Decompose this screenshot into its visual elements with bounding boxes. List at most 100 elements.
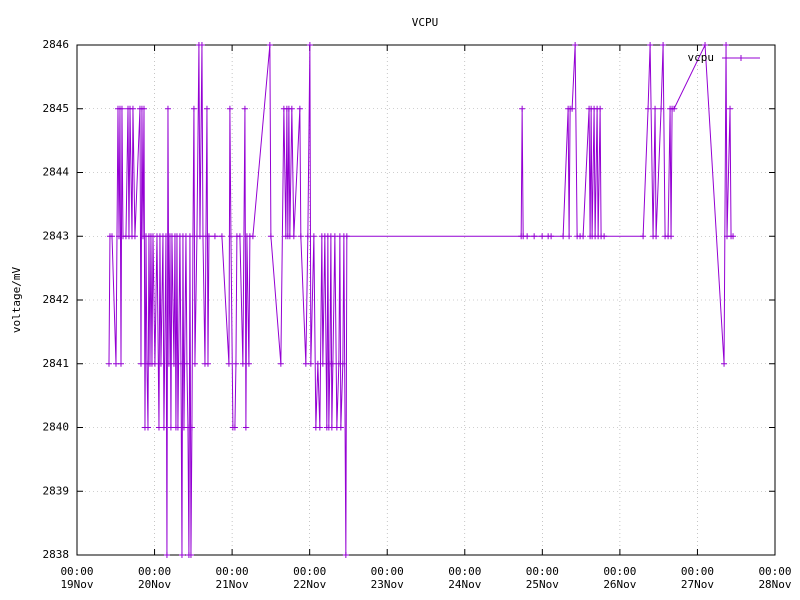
- y-tick-label: 2845: [43, 102, 70, 115]
- point-marker: [137, 360, 144, 367]
- point-marker: [645, 105, 652, 112]
- point-marker: [601, 233, 608, 240]
- point-marker: [339, 360, 346, 367]
- y-tick-label: 2840: [43, 421, 70, 434]
- point-marker: [131, 233, 138, 240]
- point-marker: [652, 105, 659, 112]
- point-marker: [112, 360, 119, 367]
- point-marker: [157, 360, 164, 367]
- point-marker: [721, 360, 728, 367]
- point-marker: [288, 105, 295, 112]
- point-marker: [310, 233, 317, 240]
- x-tick-label-line: 28Nov: [758, 578, 791, 591]
- y-tick-label: 2841: [43, 357, 70, 370]
- point-marker: [211, 233, 218, 240]
- x-tick-label-line: 00:00: [138, 565, 171, 578]
- point-marker: [296, 105, 303, 112]
- x-tick-label-line: 19Nov: [60, 578, 93, 591]
- point-marker: [170, 360, 177, 367]
- y-tick-label: 2844: [43, 166, 70, 179]
- x-tick-label: 00:00 24Nov: [448, 565, 481, 591]
- point-marker: [560, 233, 567, 240]
- point-marker: [316, 424, 323, 431]
- x-tick-label: 00:00 22Nov: [293, 565, 326, 591]
- point-marker: [304, 233, 311, 240]
- point-marker: [569, 105, 576, 112]
- x-tick-label-line: 20Nov: [138, 578, 171, 591]
- plot-frame: [76, 44, 776, 556]
- legend-label: vcpu: [688, 51, 715, 64]
- x-tick-label-line: 22Nov: [293, 578, 326, 591]
- point-marker: [187, 552, 194, 558]
- point-marker: [597, 105, 604, 112]
- point-marker: [227, 233, 234, 240]
- point-marker: [653, 233, 660, 240]
- point-marker: [297, 233, 304, 240]
- x-tick-label: 00:00 23Nov: [371, 565, 404, 591]
- point-marker: [204, 360, 211, 367]
- point-marker: [205, 233, 212, 240]
- x-tick-label-line: 00:00: [681, 565, 714, 578]
- point-marker: [203, 105, 210, 112]
- point-marker: [702, 42, 709, 48]
- x-tick-label-line: 00:00: [216, 565, 249, 578]
- point-marker: [160, 424, 167, 431]
- point-marker: [118, 360, 125, 367]
- x-tick-label-line: 00:00: [526, 565, 559, 578]
- y-tick-label: 2843: [43, 229, 70, 242]
- point-marker: [190, 105, 197, 112]
- point-marker: [239, 360, 246, 367]
- point-marker: [225, 360, 232, 367]
- y-tick-label: 2846: [43, 38, 70, 51]
- point-marker: [226, 105, 233, 112]
- point-marker: [191, 360, 198, 367]
- point-marker: [658, 105, 665, 112]
- x-tick-label-line: 00:00: [293, 565, 326, 578]
- point-marker: [343, 233, 350, 240]
- point-marker: [236, 233, 243, 240]
- x-tick-label: 00:00 20Nov: [138, 565, 171, 591]
- point-marker: [723, 42, 730, 48]
- x-tick-label-line: 00:00: [603, 565, 636, 578]
- x-tick-label-line: 00:00: [448, 565, 481, 578]
- x-tick-label-line: 00:00: [371, 565, 404, 578]
- point-marker: [539, 233, 546, 240]
- x-tick-label: 00:00 27Nov: [681, 565, 714, 591]
- x-tick-label: 00:00 25Nov: [526, 565, 559, 591]
- point-marker: [178, 552, 185, 558]
- point-marker: [524, 233, 531, 240]
- point-marker: [140, 105, 147, 112]
- point-marker: [671, 105, 678, 112]
- point-marker: [109, 233, 116, 240]
- point-marker: [329, 360, 336, 367]
- x-tick-label-line: 23Nov: [371, 578, 404, 591]
- point-marker: [660, 42, 667, 48]
- point-marker: [177, 360, 184, 367]
- point-marker: [519, 105, 526, 112]
- point-marker: [566, 233, 573, 240]
- point-marker: [319, 360, 326, 367]
- point-marker: [342, 552, 349, 558]
- point-marker: [640, 233, 647, 240]
- point-marker: [188, 424, 195, 431]
- point-marker: [129, 105, 136, 112]
- point-marker: [144, 424, 151, 431]
- x-tick-label-line: 26Nov: [603, 578, 636, 591]
- point-marker: [668, 233, 675, 240]
- point-marker: [531, 233, 538, 240]
- point-marker: [151, 360, 158, 367]
- y-tick-label: 2842: [43, 293, 70, 306]
- x-tick-label-line: 21Nov: [216, 578, 249, 591]
- x-tick-label: 00:00 19Nov: [60, 565, 93, 591]
- point-marker: [306, 42, 313, 48]
- chart-title: VCPU: [412, 16, 439, 29]
- point-marker: [266, 42, 273, 48]
- point-marker: [174, 424, 181, 431]
- point-marker: [267, 233, 274, 240]
- x-tick-label-line: 00:00: [60, 565, 93, 578]
- point-marker: [163, 552, 170, 558]
- point-marker: [307, 360, 314, 367]
- point-marker: [232, 360, 239, 367]
